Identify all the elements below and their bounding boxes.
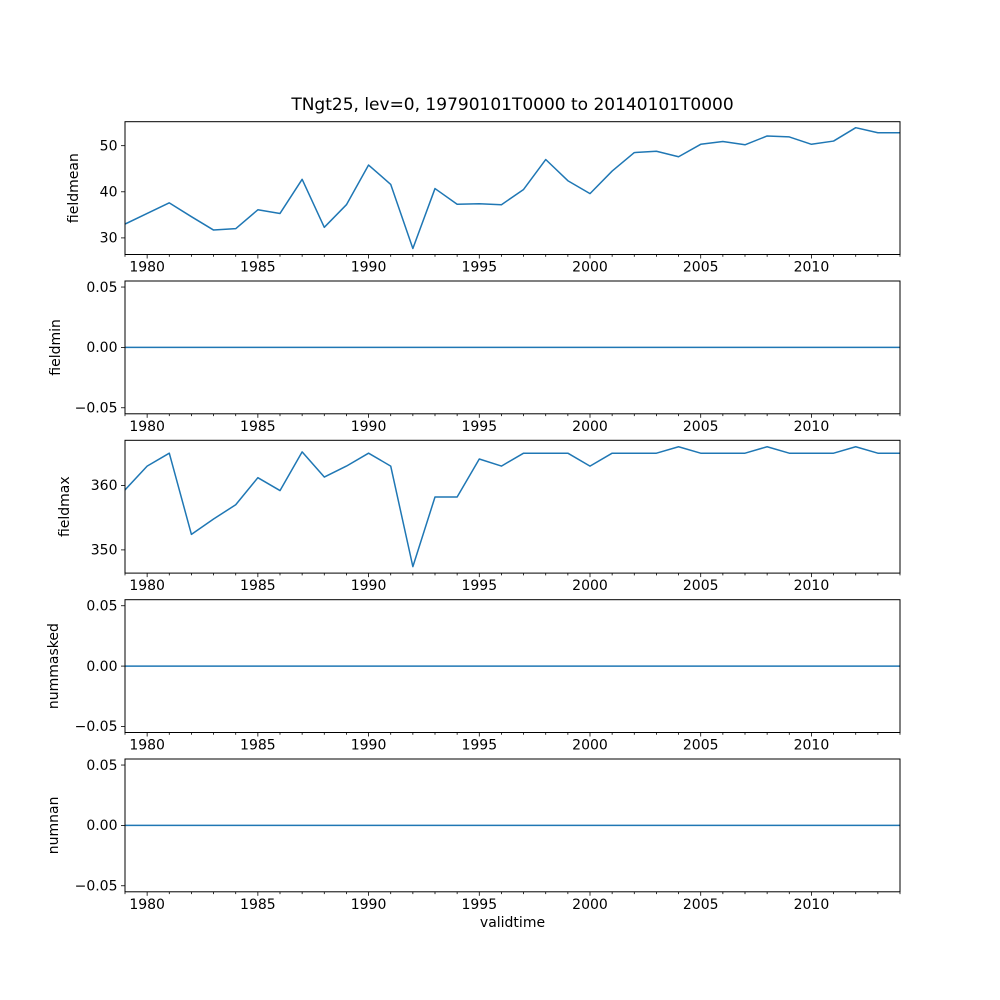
x-tick-label: 2005 xyxy=(683,897,719,913)
x-tick-labels: 1980 1985 1990 1995 2000 2005 2010 xyxy=(129,419,829,435)
y-tick-label: 0.00 xyxy=(86,818,117,834)
x-tick-label: 2010 xyxy=(794,578,830,594)
y-tick-label: −0.05 xyxy=(75,401,118,417)
x-major-ticks xyxy=(146,891,812,896)
x-tick-label: 2000 xyxy=(572,419,608,435)
x-tick-label: 1995 xyxy=(461,419,497,435)
x-tick-label: 1985 xyxy=(240,897,276,913)
x-minor-ticks xyxy=(124,891,901,895)
subplot-3-y-axis-label: fieldmax xyxy=(57,476,73,537)
subplot-1-y-axis-label: fieldmean xyxy=(66,153,82,223)
x-major-ticks xyxy=(146,732,812,737)
x-tick-label: 2005 xyxy=(683,578,719,594)
x-major-ticks xyxy=(146,573,812,578)
y-tick-labels: 30 40 50 xyxy=(100,138,118,246)
x-tick-label: 1990 xyxy=(351,260,387,276)
x-tick-label: 1985 xyxy=(240,738,276,754)
subplot-2-y-axis-label: fieldmin xyxy=(48,319,64,376)
y-tick-label: 40 xyxy=(100,185,118,201)
y-tick-labels: −0.05 0.00 0.05 xyxy=(75,758,118,895)
y-tick-label: 0.05 xyxy=(86,758,117,774)
x-minor-ticks xyxy=(124,254,901,257)
x-tick-label: 2010 xyxy=(794,738,830,754)
y-ticks xyxy=(121,286,125,409)
y-tick-labels: 350 360 xyxy=(91,478,118,558)
x-tick-label: 2005 xyxy=(683,738,719,754)
x-tick-label: 1980 xyxy=(129,738,165,754)
x-minor-ticks xyxy=(124,732,901,735)
x-tick-label: 1990 xyxy=(351,578,387,594)
subplot-5-y-axis-label: numnan xyxy=(46,797,62,855)
axes-frame xyxy=(124,121,901,255)
y-tick-labels: −0.05 0.00 0.05 xyxy=(75,599,118,736)
x-tick-label: 2000 xyxy=(572,738,608,754)
x-tick-labels: 1980 1985 1990 1995 2000 2005 2010 xyxy=(129,897,829,913)
y-tick-label: 50 xyxy=(100,138,118,154)
x-tick-label: 2010 xyxy=(794,897,830,913)
y-tick-label: 350 xyxy=(91,543,118,559)
x-tick-label: 1980 xyxy=(129,578,165,594)
y-tick-label: 360 xyxy=(91,478,118,494)
x-tick-labels: 1980 1985 1990 1995 2000 2005 2010 xyxy=(129,578,829,594)
subplot-fieldmin: 1980 1985 1990 1995 2000 2005 2010 −0.05 0.00 0.0… xyxy=(75,280,901,435)
y-ticks xyxy=(121,145,125,239)
line-series-fieldmean xyxy=(124,126,900,250)
y-ticks xyxy=(121,764,125,887)
y-tick-label: −0.05 xyxy=(75,879,118,895)
subplot-nummasked: 1980 1985 1990 1995 2000 2005 2010 −0.05 0.00 0.0… xyxy=(75,599,901,754)
x-tick-label: 1990 xyxy=(351,419,387,435)
x-tick-label: 2005 xyxy=(683,419,719,435)
y-tick-label: 0.00 xyxy=(86,659,117,675)
x-tick-label: 1985 xyxy=(240,419,276,435)
x-axis-label: validtime xyxy=(480,915,545,931)
y-tick-label: 30 xyxy=(100,231,118,247)
subplot-fieldmean: 1980 1985 1990 1995 2000 2005 2010 30 40 50 xyxy=(100,121,901,276)
x-tick-label: 1995 xyxy=(461,738,497,754)
x-tick-label: 2000 xyxy=(572,260,608,276)
x-tick-label: 1980 xyxy=(129,897,165,913)
x-tick-label: 2005 xyxy=(683,260,719,276)
subplot-numnan: 1980 1985 1990 1995 2000 2005 2010 −0.05 0.00 0.0… xyxy=(75,758,901,913)
subplot-4-y-axis-label: nummasked xyxy=(46,623,62,709)
y-tick-label: 0.05 xyxy=(86,599,117,615)
x-tick-label: 2000 xyxy=(572,897,608,913)
x-tick-label: 1990 xyxy=(351,738,387,754)
x-major-ticks xyxy=(146,254,812,259)
x-minor-ticks xyxy=(124,413,901,417)
y-ticks xyxy=(121,605,125,727)
x-minor-ticks xyxy=(124,573,901,576)
x-tick-label: 1995 xyxy=(461,578,497,594)
x-tick-label: 2000 xyxy=(572,578,608,594)
subplot-fieldmax: 1980 1985 1990 1995 2000 2005 2010 350 360 xyxy=(91,439,901,594)
x-tick-label: 1980 xyxy=(129,419,165,435)
y-tick-label: −0.05 xyxy=(75,719,118,735)
y-tick-label: 0.05 xyxy=(86,280,117,296)
figure-title: TNgt25, lev=0, 19790101T0000 to 20140101… xyxy=(290,95,733,115)
x-major-ticks xyxy=(146,413,812,418)
line-series-fieldmax xyxy=(124,446,900,568)
axes-frame xyxy=(124,439,901,574)
x-tick-label: 2010 xyxy=(794,260,830,276)
x-tick-label: 1990 xyxy=(351,897,387,913)
x-tick-labels: 1980 1985 1990 1995 2000 2005 2010 xyxy=(129,260,829,276)
y-ticks xyxy=(121,485,125,551)
y-tick-label: 0.00 xyxy=(86,340,117,356)
x-tick-label: 1985 xyxy=(240,578,276,594)
x-tick-label: 1980 xyxy=(129,260,165,276)
x-tick-labels: 1980 1985 1990 1995 2000 2005 2010 xyxy=(129,738,829,754)
x-tick-label: 1995 xyxy=(461,260,497,276)
x-tick-label: 1985 xyxy=(240,260,276,276)
y-tick-labels: −0.05 0.00 0.05 xyxy=(75,280,118,417)
x-tick-label: 1995 xyxy=(461,897,497,913)
x-tick-label: 2010 xyxy=(794,419,830,435)
